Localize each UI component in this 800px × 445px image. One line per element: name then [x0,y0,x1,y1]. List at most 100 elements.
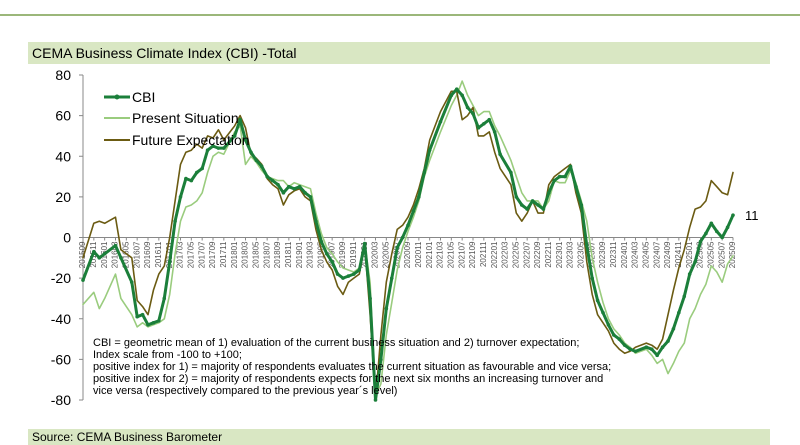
note-line: positive index for 2) = majority of resp… [93,373,603,385]
cbi-point [595,298,600,303]
cbi-point [324,251,329,256]
cbi-point [265,174,269,179]
cbi-point [102,251,107,256]
cbi-point [389,276,394,280]
x-tick-label: 202209 [533,241,542,268]
x-tick-label: 201703 [176,241,185,268]
grid-layer [79,74,734,401]
cbi-point [438,119,443,124]
cbi-point [129,280,134,284]
cbi-point [119,256,123,260]
x-tick-label: 201803 [241,241,250,268]
cbi-point [460,93,464,98]
source-text: Source: CEMA Business Barometer [32,430,223,444]
cbi-point [671,327,676,331]
cbi-point [709,221,714,226]
x-tick-label: 202011 [414,241,423,268]
cbi-point [530,199,535,203]
cbi-point [574,184,578,189]
x-tick-label: 202501 [685,241,694,268]
x-tick-label: 202303 [566,241,575,268]
x-tick-label: 201711 [219,241,228,268]
x-tick-label: 201603 [111,241,120,268]
cbi-point [222,146,226,150]
cbi-point [194,170,199,175]
x-tick-label: 202003 [371,241,380,268]
note-line: positive index for 1) = majority of resp… [93,361,611,373]
y-tick-label: -80 [51,392,71,408]
y-tick-label: 40 [55,148,71,164]
x-tick-label: 202403 [631,241,640,268]
x-tick-label: 202201 [490,241,499,268]
cbi-point [341,276,345,280]
cbi-point [476,126,481,130]
cbi-point [714,229,719,234]
cbi-point [303,191,307,195]
source-bar: Source: CEMA Business Barometer [28,429,770,445]
cbi-point [211,144,215,148]
cbi-point [731,213,735,217]
cbi-point [205,148,210,152]
x-tick-label: 201801 [230,241,239,268]
legend-label-present-situation: Present Situation [132,110,239,126]
cbi-point [352,272,356,276]
methodology-note: CBI = geometric mean of 1) evaluation of… [93,337,611,397]
cbi-point [379,357,383,362]
cbi-point [454,87,459,92]
cbi-point [151,321,156,325]
x-tick-label: 202309 [598,241,607,268]
cbi-point [314,219,318,224]
x-tick-label: 201609 [143,241,152,268]
cbi-point [644,345,649,349]
cbi-point [200,166,204,171]
cbi-point [140,312,145,317]
cbi-point [162,296,167,301]
y-tick-label: 80 [55,67,71,83]
x-tick-label: 202111 [479,241,488,267]
cbi-point [384,306,389,311]
x-tick-label: 202205 [511,241,520,268]
cbi-point [92,249,96,254]
cbi-point [633,349,638,354]
cbi-point [541,207,546,211]
cbi-point [628,347,632,352]
cbi-point [536,203,540,207]
x-tick-label: 202401 [620,241,629,268]
y-tick-label: -40 [51,311,71,327]
x-tick-label: 201707 [197,241,206,268]
cbi-point [617,337,622,341]
cbi-point [509,170,513,175]
cbi-point [411,209,416,213]
x-tick-label: 202503 [696,241,705,268]
cbi-point [81,278,85,282]
cbi-point [557,174,562,179]
cbi-point [552,178,557,183]
cbi-point [287,184,291,189]
cbi-point [362,241,367,246]
x-tick-label: 202507 [717,241,726,268]
cbi-point [601,310,605,315]
cbi-point [97,256,102,260]
cbi-point [525,207,529,211]
y-tick-label: -20 [51,270,71,286]
x-tick-label: 202207 [522,241,531,268]
cbi-point [649,347,654,352]
x-tick-label: 201611 [154,241,163,268]
cbi-point [492,130,497,134]
cbi-point [254,158,259,163]
cbi-point [547,191,551,195]
series-line-future-expectation [82,90,734,401]
cbi-point [167,260,172,264]
cbi-point [465,105,470,110]
cbi-point [606,323,611,327]
x-tick-label: 201811 [284,241,293,268]
cbi-point [682,294,687,299]
cbi-point [276,182,280,187]
cbi-point [655,353,659,358]
x-tick-label: 201901 [295,241,304,268]
cbi-point [373,398,378,402]
cbi-point [368,296,372,301]
cbi-point [422,170,427,175]
cbi-point [584,243,589,248]
